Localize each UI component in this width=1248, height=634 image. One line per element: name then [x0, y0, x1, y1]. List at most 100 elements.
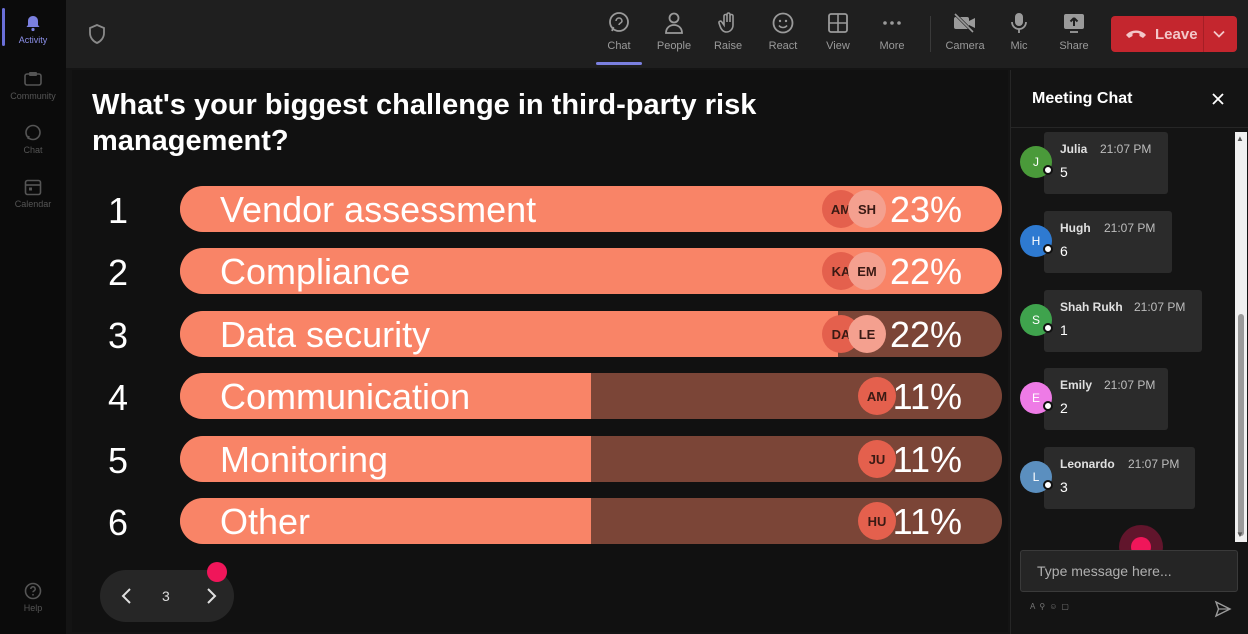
more-dots-icon [879, 10, 905, 36]
option-bar: Vendor assessment AM SH 23% [180, 186, 1002, 232]
rail-item-label: Help [23, 602, 43, 613]
mic-button[interactable]: Mic [994, 10, 1044, 60]
chat-button[interactable]: Chat [594, 10, 644, 60]
attach-icon[interactable]: ⚲ [1039, 602, 1046, 611]
chat-title: Meeting Chat [1032, 90, 1133, 107]
poll-option-4[interactable]: 4 Communication AM 11% [72, 373, 1008, 421]
option-bar-fill [180, 311, 838, 357]
message-time: 21:07 PM [1100, 142, 1152, 156]
rail-item-calendar[interactable]: Calendar [4, 170, 62, 216]
hang-up-icon [1125, 28, 1147, 40]
rail-item-chat[interactable]: Chat [4, 116, 62, 162]
poll-option-5[interactable]: 5 Monitoring JU 11% [72, 436, 1008, 484]
option-label: Vendor assessment [220, 189, 537, 230]
option-bar: Compliance KA EM 22% [180, 248, 1002, 294]
left-rail: Activity Community Chat Calendar Help [0, 0, 66, 634]
meeting-toolbar: Chat People Raise React View [66, 0, 1248, 68]
camera-button[interactable]: Camera [940, 10, 990, 60]
poll-question: What's your biggest challenge in third-p… [92, 89, 757, 157]
mic-button-label: Mic [1010, 40, 1028, 52]
presence-status-icon [1043, 323, 1053, 333]
emoji-icon[interactable]: ☺ [1049, 602, 1058, 611]
rail-item-label: Activity [18, 34, 48, 45]
option-label: Other [220, 501, 311, 542]
send-icon[interactable] [1214, 600, 1232, 618]
presence-status-icon [1043, 165, 1053, 175]
scroll-down-arrow-icon[interactable]: ▼ [1236, 530, 1244, 539]
raise-button-label: Raise [713, 40, 743, 52]
view-button-label: View [826, 40, 850, 52]
people-button[interactable]: People [649, 10, 699, 60]
bell-icon [23, 14, 43, 32]
shield-icon [88, 24, 106, 44]
poll-option-6[interactable]: 6 Other HU 11% [72, 498, 1008, 546]
option-label: Communication [220, 376, 471, 417]
option-label: Monitoring [220, 439, 389, 480]
grid-icon [825, 10, 851, 36]
more-button[interactable]: More [867, 10, 917, 60]
message-text: 6 [1060, 243, 1068, 259]
page-number: 3 [162, 588, 170, 604]
share-button[interactable]: Share [1049, 10, 1099, 60]
message-text: 2 [1060, 400, 1068, 416]
microphone-icon [1006, 10, 1032, 36]
rail-item-community[interactable]: Community [4, 62, 62, 108]
people-button-label: People [656, 40, 692, 52]
poll-option-1[interactable]: 1 Vendor assessment AM SH 23% [72, 186, 1008, 234]
sender-name: Hugh [1060, 221, 1091, 235]
poll-option-2[interactable]: 2 Compliance KA EM 22% [72, 248, 1008, 296]
presence-status-icon [1043, 480, 1053, 490]
poll-option-3[interactable]: 3 Data security DA LE 22% [72, 311, 1008, 359]
meeting-chat-panel: Meeting Chat Julia 21:07 PM 5 J Hugh 21:07 PM… [1010, 70, 1248, 634]
leave-button-label: Leave [1155, 25, 1198, 43]
option-percentage: 22% [889, 314, 962, 355]
chat-message: Julia 21:07 PM 5 J [1019, 132, 1239, 196]
option-percentage: 23% [889, 189, 962, 230]
option-percentage: 11% [892, 439, 962, 480]
camera-button-label: Camera [945, 40, 985, 52]
close-icon[interactable] [1210, 91, 1226, 107]
active-tab-indicator [596, 62, 642, 65]
chat-button-label: Chat [607, 40, 631, 52]
camera-off-icon [952, 10, 978, 36]
rail-item-help[interactable]: Help [4, 574, 62, 620]
rail-item-label: Community [10, 90, 56, 101]
chat-message-input[interactable]: Type message here... [1020, 550, 1238, 592]
scroll-up-arrow-icon[interactable]: ▲ [1236, 134, 1244, 143]
react-button[interactable]: React [758, 10, 808, 60]
option-bar: Other HU 11% [180, 498, 1002, 544]
view-button[interactable]: View [813, 10, 863, 60]
format-text-icon[interactable]: A [1030, 602, 1036, 611]
sender-name: Shah Rukh [1060, 300, 1123, 314]
gif-icon[interactable]: ▢ [1061, 602, 1069, 611]
option-percentage: 11% [892, 501, 962, 542]
option-number: 5 [108, 440, 129, 481]
option-bar: Data security DA LE 22% [180, 311, 1002, 357]
message-bubble: Julia 21:07 PM 5 [1044, 132, 1168, 194]
option-number: 2 [108, 252, 129, 293]
message-bubble: Hugh 21:07 PM 6 [1044, 211, 1172, 273]
react-button-label: React [768, 40, 798, 52]
option-percentage: 22% [889, 251, 962, 292]
chat-scrollbar-thumb[interactable] [1238, 314, 1244, 536]
toolbar-divider [930, 16, 931, 52]
option-percentage: 11% [892, 376, 962, 417]
message-text: 5 [1060, 164, 1068, 180]
option-bar-fill [180, 373, 591, 419]
chat-icon [606, 10, 632, 36]
rail-item-activity[interactable]: Activity [4, 6, 62, 52]
chevron-down-icon[interactable] [1211, 26, 1227, 46]
message-time: 21:07 PM [1104, 221, 1156, 235]
leave-button[interactable]: Leave [1111, 16, 1237, 52]
chat-icon [23, 124, 43, 142]
message-bubble: Shah Rukh 21:07 PM 1 [1044, 290, 1202, 352]
presence-status-icon [1043, 401, 1053, 411]
rail-active-indicator [2, 8, 5, 46]
raise-hand-button[interactable]: Raise [703, 10, 753, 60]
chevron-right-icon[interactable] [202, 586, 220, 606]
voter-avatar: JU [858, 440, 896, 478]
chat-message: Hugh 21:07 PM 6 H [1019, 211, 1239, 275]
voter-avatar: HU [858, 502, 896, 540]
chevron-left-icon[interactable] [118, 586, 136, 606]
